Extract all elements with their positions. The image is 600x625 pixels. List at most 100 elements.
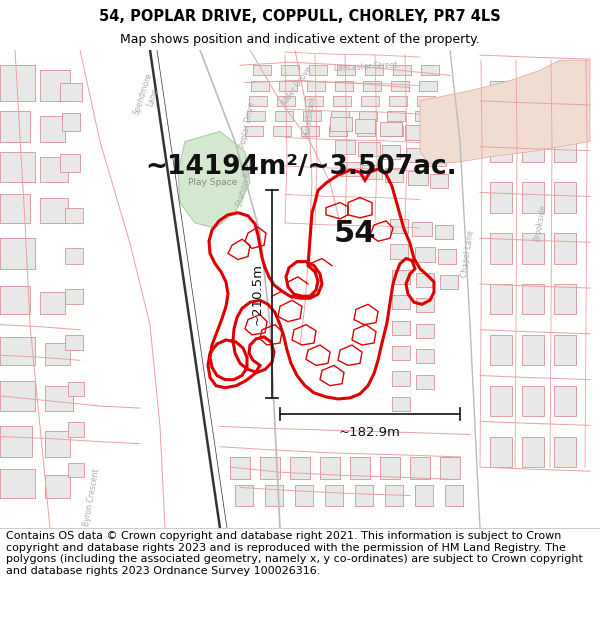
Bar	[385, 486, 403, 506]
Bar	[335, 139, 355, 154]
Bar	[350, 457, 370, 479]
Bar	[440, 275, 458, 289]
Bar	[245, 126, 263, 136]
Polygon shape	[178, 131, 250, 228]
Bar	[0, 469, 35, 498]
Bar	[406, 148, 426, 162]
Bar	[260, 457, 280, 479]
Bar	[554, 386, 576, 416]
Bar	[385, 168, 403, 182]
Bar	[335, 81, 353, 91]
Bar	[490, 437, 512, 467]
Bar	[416, 272, 434, 287]
Bar	[235, 486, 253, 506]
Bar	[65, 289, 83, 304]
Text: Map shows position and indicative extent of the property.: Map shows position and indicative extent…	[120, 32, 480, 46]
Bar	[301, 126, 319, 136]
Bar	[0, 152, 35, 182]
Bar	[277, 96, 295, 106]
Bar	[65, 335, 83, 350]
Bar	[415, 111, 433, 121]
Bar	[40, 198, 68, 223]
Bar	[0, 65, 35, 101]
Bar	[522, 131, 544, 162]
Bar	[410, 457, 430, 479]
Bar	[0, 337, 35, 366]
Bar	[392, 397, 410, 411]
Bar	[45, 475, 70, 498]
Bar	[445, 486, 463, 506]
Bar	[385, 126, 403, 136]
Bar	[415, 486, 433, 506]
Text: Poplar Drive: Poplar Drive	[238, 101, 256, 149]
Bar	[382, 144, 400, 159]
Bar	[440, 457, 460, 479]
Bar	[340, 162, 360, 176]
Bar	[380, 122, 402, 136]
Bar	[307, 81, 325, 91]
Bar	[405, 125, 423, 139]
Bar	[421, 65, 439, 76]
Bar	[416, 324, 434, 338]
Bar	[490, 131, 512, 162]
Bar	[391, 81, 409, 91]
Bar	[413, 126, 431, 136]
Bar	[40, 71, 70, 101]
Text: Chapel Lane: Chapel Lane	[460, 229, 476, 278]
Bar	[355, 486, 373, 506]
Bar	[522, 437, 544, 467]
Bar	[249, 96, 267, 106]
Bar	[428, 152, 446, 166]
Bar	[392, 270, 410, 284]
Text: ~14194m²/~3.507ac.: ~14194m²/~3.507ac.	[145, 154, 457, 180]
Bar	[554, 182, 576, 213]
Bar	[45, 386, 73, 411]
Bar	[60, 154, 80, 172]
Bar	[438, 249, 456, 264]
Bar	[416, 298, 434, 312]
Bar	[365, 65, 383, 76]
Bar	[275, 111, 293, 121]
Bar	[387, 111, 405, 121]
Bar	[230, 457, 250, 479]
Bar	[522, 335, 544, 366]
Bar	[389, 96, 407, 106]
Bar	[392, 321, 410, 335]
Bar	[309, 65, 327, 76]
Bar	[390, 219, 408, 233]
Bar	[355, 119, 375, 133]
Text: Lancaster Street: Lancaster Street	[334, 61, 398, 74]
Bar	[0, 194, 30, 223]
Text: ~182.9m: ~182.9m	[339, 426, 401, 439]
Text: 54, POPLAR DRIVE, COPPULL, CHORLEY, PR7 4LS: 54, POPLAR DRIVE, COPPULL, CHORLEY, PR7 …	[99, 9, 501, 24]
Bar	[554, 81, 576, 111]
Text: Brookside: Brookside	[532, 204, 548, 242]
Bar	[490, 386, 512, 416]
Bar	[290, 457, 310, 479]
Bar	[62, 113, 80, 131]
Bar	[392, 346, 410, 360]
Bar	[363, 81, 381, 91]
Text: Contains OS data © Crown copyright and database right 2021. This information is : Contains OS data © Crown copyright and d…	[6, 531, 583, 576]
Text: Byron Crescent: Byron Crescent	[83, 468, 101, 527]
Bar	[490, 335, 512, 366]
Bar	[65, 248, 83, 264]
Bar	[554, 131, 576, 162]
Bar	[329, 126, 347, 136]
Bar	[253, 65, 271, 76]
Bar	[412, 222, 432, 236]
Bar	[522, 284, 544, 314]
Bar	[357, 126, 375, 136]
Bar	[45, 343, 70, 366]
Bar	[417, 96, 435, 106]
Bar	[390, 244, 408, 259]
Bar	[554, 437, 576, 467]
Bar	[273, 126, 291, 136]
Bar	[68, 422, 84, 437]
Bar	[0, 238, 35, 269]
Bar	[430, 174, 448, 188]
Bar	[330, 117, 352, 131]
Bar	[522, 81, 544, 111]
Bar	[490, 81, 512, 111]
Text: Station Road: Station Road	[235, 158, 257, 207]
